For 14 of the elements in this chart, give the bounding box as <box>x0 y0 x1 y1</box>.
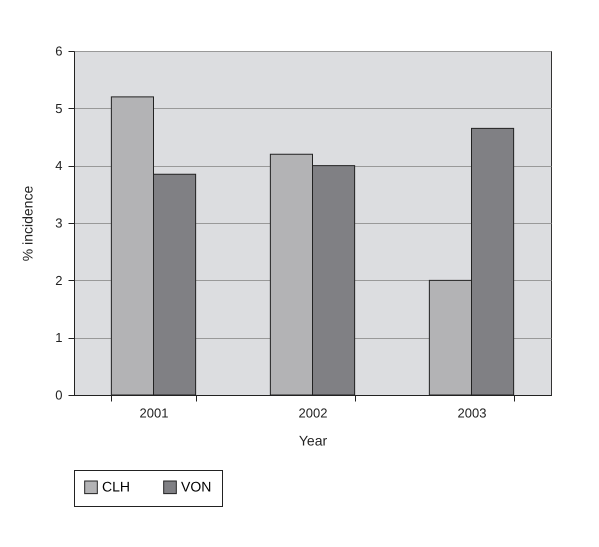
x-tick-label: 2001 <box>140 406 168 420</box>
legend-label: VON <box>181 478 212 494</box>
y-tick-label: 6 <box>55 44 62 58</box>
y-tick-label: 1 <box>55 330 62 346</box>
y-tick-label: 3 <box>55 216 62 230</box>
x-tick-label: 2003 <box>458 406 486 420</box>
legend-label: CLH <box>102 478 130 494</box>
x-axis-title: Year <box>298 432 328 448</box>
x-tick-label: 2002 <box>298 406 328 420</box>
y-tick-label: 5 <box>55 100 62 116</box>
y-tick-label: 2 <box>55 272 62 288</box>
y-axis-title: % incidence <box>19 186 36 262</box>
y-tick-label: 0 <box>55 388 62 402</box>
y-tick-label: 4 <box>55 158 62 174</box>
